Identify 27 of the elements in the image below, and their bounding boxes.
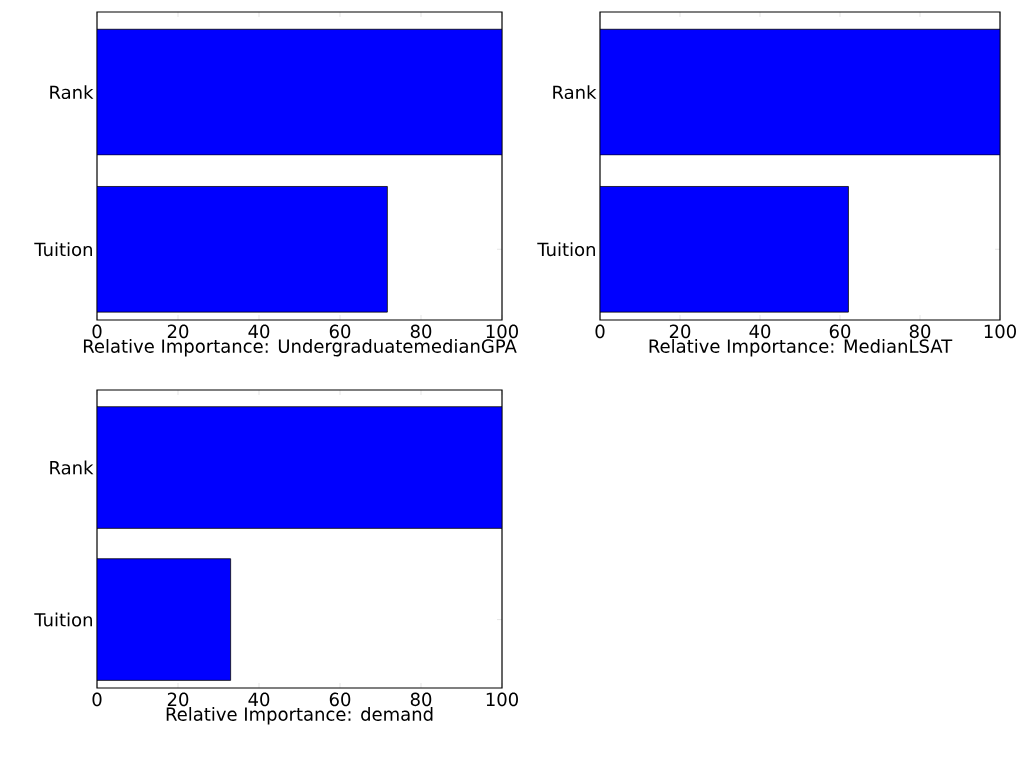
x-tick-label: 60 — [329, 692, 351, 707]
x-tick-label: 20 — [167, 324, 189, 339]
x-tick-label: 0 — [595, 324, 605, 339]
y-tick-label: Tuition — [34, 612, 92, 627]
x-tick-label: 100 — [984, 324, 1016, 339]
x-tick-label: 20 — [669, 324, 691, 339]
x-axis-title: Relative Importance: UndergraduatemedianGPA — [83, 339, 517, 357]
x-tick-label: 100 — [486, 324, 518, 339]
y-tick-label: Tuition — [537, 242, 595, 257]
x-axis-title: Relative Importance: demand — [166, 707, 433, 725]
x-tick-label: 40 — [749, 324, 771, 339]
x-tick-label: 40 — [248, 324, 270, 339]
y-tick-label: Rank — [553, 85, 597, 100]
y-tick-label: Rank — [50, 460, 94, 475]
x-tick-label: 20 — [167, 692, 189, 707]
x-tick-label: 80 — [909, 324, 931, 339]
x-tick-label: 80 — [410, 324, 432, 339]
y-tick-label: Tuition — [34, 242, 92, 257]
x-tick-label: 60 — [329, 324, 351, 339]
x-tick-label: 80 — [410, 692, 432, 707]
x-tick-label: 0 — [92, 692, 102, 707]
x-tick-label: 40 — [248, 692, 270, 707]
y-tick-label: Rank — [50, 85, 94, 100]
x-axis-title: Relative Importance: MedianLSAT — [649, 339, 953, 357]
x-tick-label: 0 — [92, 324, 102, 339]
x-tick-label: 60 — [829, 324, 851, 339]
x-tick-label: 100 — [486, 692, 518, 707]
